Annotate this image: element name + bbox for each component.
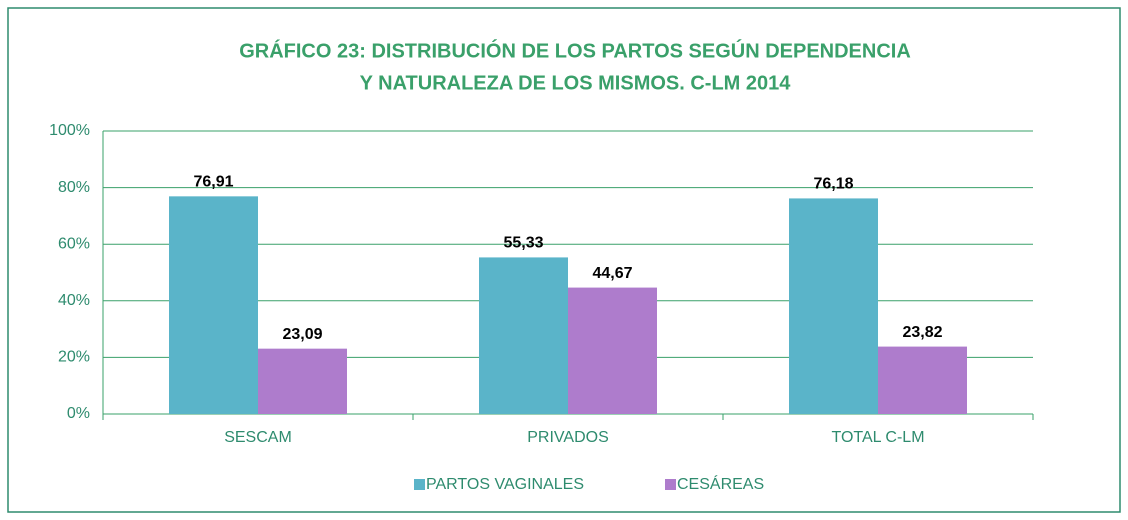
legend-swatch	[665, 479, 676, 490]
y-tick-label: 20%	[58, 349, 90, 366]
x-tick-label: PRIVADOS	[527, 429, 609, 446]
y-tick-label: 0%	[67, 405, 90, 422]
value-label: 76,18	[813, 176, 853, 193]
value-label: 55,33	[503, 235, 543, 252]
y-tick-label: 40%	[58, 292, 90, 309]
legend-label: PARTOS VAGINALES	[426, 476, 584, 493]
value-label: 23,82	[902, 324, 942, 341]
bar	[789, 198, 878, 414]
bar	[568, 287, 657, 414]
y-tick-label: 100%	[49, 122, 90, 139]
legend-swatch	[414, 479, 425, 490]
bar	[169, 196, 258, 414]
value-label: 76,91	[193, 174, 233, 191]
bar	[258, 348, 347, 414]
chart-title: GRÁFICO 23: DISTRIBUCIÓN DE LOS PARTOS S…	[239, 38, 911, 62]
value-label: 44,67	[592, 265, 632, 282]
chart-title: Y NATURALEZA DE LOS MISMOS. C-LM 2014	[360, 72, 792, 94]
y-tick-label: 60%	[58, 235, 90, 252]
value-label: 23,09	[282, 326, 322, 343]
x-tick-label: TOTAL C-LM	[831, 429, 924, 446]
y-tick-label: 80%	[58, 179, 90, 196]
x-tick-label: SESCAM	[224, 429, 292, 446]
bar	[479, 257, 568, 414]
legend-label: CESÁREAS	[677, 474, 764, 493]
bar	[878, 346, 967, 414]
